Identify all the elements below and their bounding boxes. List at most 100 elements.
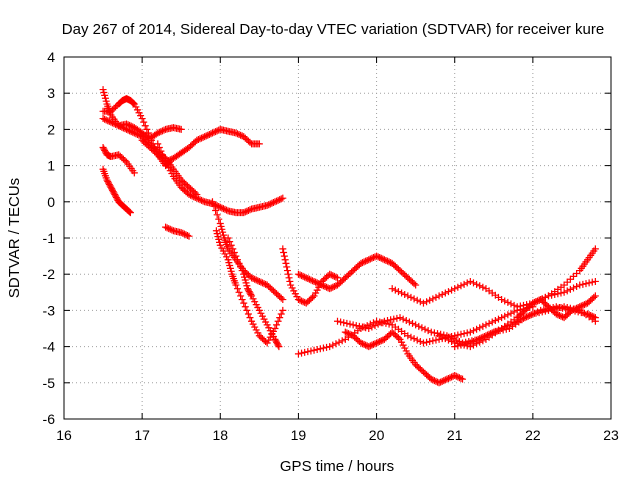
data-point [382, 256, 390, 264]
data-point [407, 293, 415, 301]
data-point [538, 308, 546, 316]
data-point [294, 296, 302, 304]
data-point [394, 288, 402, 296]
data-point [377, 254, 385, 262]
x-axis-label: GPS time / hours [280, 458, 394, 475]
data-point [99, 115, 107, 123]
data-point [284, 270, 292, 278]
data-point [373, 339, 381, 347]
data-point [444, 336, 452, 344]
data-point [529, 310, 537, 318]
data-point [301, 298, 309, 306]
data-point [343, 329, 351, 337]
data-point [213, 127, 221, 135]
x-tick-label: 19 [291, 427, 307, 443]
data-point [485, 330, 493, 338]
data-point [437, 378, 445, 386]
data-point [535, 309, 543, 317]
data-point [127, 122, 135, 130]
data-point [359, 323, 367, 331]
data-point [494, 315, 502, 323]
data-point [485, 319, 493, 327]
data-point [263, 201, 271, 209]
data-point [235, 130, 243, 138]
data-point [246, 314, 254, 322]
data-point [343, 319, 351, 327]
data-point [416, 298, 424, 306]
data-point [387, 316, 395, 324]
data-point [307, 276, 315, 284]
data-point [404, 332, 412, 340]
data-point [280, 248, 288, 256]
series-arc-20 [513, 292, 599, 322]
data-point [473, 325, 481, 333]
x-tick-label: 21 [447, 427, 463, 443]
data-point [588, 278, 596, 286]
x-tick-label: 22 [525, 427, 541, 443]
data-point [326, 343, 334, 351]
data-point [193, 136, 201, 144]
data-point [296, 271, 304, 279]
data-point [488, 318, 496, 326]
data-point [249, 275, 257, 283]
data-point [251, 275, 259, 283]
data-point [591, 292, 599, 300]
data-point [466, 339, 474, 347]
y-tick-label: 1 [47, 158, 55, 174]
data-point [279, 306, 287, 314]
data-point [432, 336, 440, 344]
data-point [448, 286, 456, 294]
data-point [208, 198, 216, 206]
data-point [368, 323, 376, 331]
data-point [359, 340, 367, 348]
data-point [215, 215, 223, 223]
data-point [212, 206, 220, 214]
data-point [298, 272, 306, 280]
data-point [438, 333, 446, 341]
data-point [413, 336, 421, 344]
data-point [362, 324, 370, 332]
data-point [255, 140, 263, 148]
data-point [273, 321, 281, 329]
data-point [576, 281, 584, 289]
data-point [210, 128, 218, 136]
data-point [457, 330, 465, 338]
data-point [365, 343, 373, 351]
data-point [424, 327, 432, 335]
data-point [385, 258, 393, 266]
data-point [232, 129, 240, 137]
data-point [459, 375, 467, 383]
data-point [457, 341, 465, 349]
data-point [196, 196, 204, 204]
data-point [507, 320, 515, 328]
data-point [126, 209, 134, 217]
data-point [130, 169, 138, 177]
data-point [319, 344, 327, 352]
data-point [160, 154, 168, 162]
data-point [198, 134, 206, 142]
data-point [410, 295, 418, 303]
data-point [166, 156, 174, 164]
x-tick-label: 18 [212, 427, 228, 443]
data-point [438, 290, 446, 298]
data-point [463, 329, 471, 337]
data-point [560, 303, 568, 311]
data-point [448, 373, 456, 381]
data-point [194, 195, 202, 203]
data-point [365, 325, 373, 332]
data-point [279, 194, 287, 202]
data-point [454, 342, 462, 350]
data-point [404, 292, 412, 300]
data-point [207, 130, 215, 138]
data-point [110, 120, 118, 128]
data-point [279, 296, 287, 304]
data-point [219, 205, 227, 213]
data-point [237, 292, 245, 300]
data-point [504, 322, 512, 330]
data-point [454, 331, 462, 339]
data-point [248, 274, 256, 282]
data-point [332, 340, 340, 348]
data-point [585, 279, 593, 287]
